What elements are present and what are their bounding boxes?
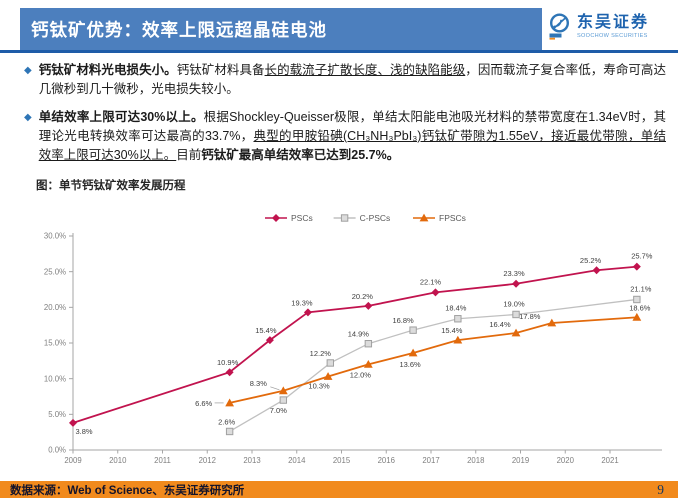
svg-text:22.1%: 22.1% [420,277,442,286]
chart-axes: 0.0% 5.0% 10.0% 15.0% 20.0% 25.0% 30.0% 2009 201… [44,232,662,465]
svg-text:2019: 2019 [512,456,529,465]
svg-text:19.0%: 19.0% [503,299,525,308]
figure-title: 图：单节钙钛矿效率发展历程 [36,180,186,192]
svg-text:2016: 2016 [378,456,395,465]
svg-text:2021: 2021 [601,456,618,465]
bullet-item-2: ◆ 单结效率上限可达30%以上。根据Shockley-Queisser极限，单结… [24,108,666,165]
svg-text:21.1%: 21.1% [630,284,652,293]
svg-text:2011: 2011 [154,456,171,465]
svg-text:20.0%: 20.0% [44,303,66,312]
svg-text:14.9%: 14.9% [348,330,370,339]
svg-text:16.4%: 16.4% [489,320,511,329]
efficiency-chart-svg: 0.0% 5.0% 10.0% 15.0% 20.0% 25.0% 30.0% 2009 201… [44,213,662,465]
svg-text:10.0%: 10.0% [44,374,66,383]
svg-text:25.7%: 25.7% [631,252,653,261]
chart-legend: PSCs C-PSCs FPSCs [265,213,466,223]
svg-text:2009: 2009 [64,456,81,465]
bullet-item-1: ◆ 钙钛矿材料光电损失小。钙钛矿材料具备长的载流子扩散长度、浅的缺陷能级，因而载… [24,61,666,99]
svg-text:18.4%: 18.4% [445,304,467,313]
logo-name: 东吴证券 [577,14,650,31]
svg-text:12.2%: 12.2% [310,349,332,358]
bullet-text-2: 单结效率上限可达30%以上。根据Shockley-Queisser极限，单结太阳… [38,110,666,162]
svg-text:C-PSCs: C-PSCs [360,213,391,223]
svg-text:2020: 2020 [557,456,575,465]
soochow-logo-icon [549,13,570,40]
svg-text:5.0%: 5.0% [48,410,66,419]
svg-text:2010: 2010 [109,456,127,465]
page-number: 9 [657,481,664,497]
svg-text:16.8%: 16.8% [392,316,414,325]
svg-text:7.0%: 7.0% [270,406,287,415]
svg-text:25.2%: 25.2% [580,256,602,265]
logo-text: 东吴证券 SOOCHOW SECURITIES [577,13,678,42]
svg-text:10.3%: 10.3% [308,382,330,391]
svg-text:FPSCs: FPSCs [439,213,466,223]
svg-text:2.6%: 2.6% [218,417,235,426]
series-FPSCs: 6.6% 8.3% 10.3% 12.0% 13.6% 15.4% 16.4% 17.8% 18… [195,303,651,408]
svg-text:25.0%: 25.0% [44,267,66,276]
bullet-text-1: 钙钛矿材料光电损失小。钙钛矿材料具备长的载流子扩散长度、浅的缺陷能级，因而载流子… [38,63,666,96]
svg-text:17.8%: 17.8% [519,312,541,321]
data-source: 数据来源：Web of Science、东吴证券研究所 [10,484,245,497]
soochow-logo: 东吴证券 SOOCHOW SECURITIES [548,13,678,42]
svg-text:20.2%: 20.2% [352,292,374,301]
svg-text:PSCs: PSCs [291,213,313,223]
svg-text:23.3%: 23.3% [503,269,525,278]
svg-text:2013: 2013 [243,456,260,465]
svg-text:2017: 2017 [422,456,439,465]
svg-text:2014: 2014 [288,456,306,465]
svg-text:15.4%: 15.4% [255,326,277,335]
svg-text:0.0%: 0.0% [48,446,66,455]
efficiency-chart: 0.0% 5.0% 10.0% 15.0% 20.0% 25.0% 30.0% 2009 201… [0,200,678,478]
svg-text:2015: 2015 [333,456,351,465]
svg-text:3.8%: 3.8% [75,427,92,436]
series-PSCs: 3.8% 10.9% 15.4% 19.3% 20.2% 22.1% 23.3% 25.2% 2… [69,252,653,436]
header-divider [0,50,678,53]
bullet-diamond-icon: ◆ [24,65,32,76]
svg-text:8.3%: 8.3% [250,379,267,388]
logo-subtitle: SOOCHOW SECURITIES [577,32,648,39]
svg-text:6.6%: 6.6% [195,399,212,408]
svg-text:15.4%: 15.4% [441,326,463,335]
svg-text:30.0%: 30.0% [44,232,66,241]
svg-text:15.0%: 15.0% [44,339,66,348]
svg-text:18.6%: 18.6% [629,303,651,312]
svg-text:10.9%: 10.9% [217,358,239,367]
svg-text:2012: 2012 [199,456,216,465]
svg-text:13.6%: 13.6% [399,360,421,369]
footer-bar: 数据来源：Web of Science、东吴证券研究所 9 [0,481,678,498]
svg-text:19.3%: 19.3% [291,298,313,307]
series-C-PSCs: 2.6% 7.0% 12.2% 14.9% 16.8% 18.4% 19.0% 21.1% [218,284,652,436]
svg-text:2018: 2018 [467,456,484,465]
slide-title-banner: 钙钛矿优势：效率上限远超晶硅电池 [20,8,542,50]
svg-text:12.0%: 12.0% [350,370,372,379]
bullet-diamond-icon: ◆ [24,112,32,123]
slide-title: 钙钛矿优势：效率上限远超晶硅电池 [31,19,327,40]
